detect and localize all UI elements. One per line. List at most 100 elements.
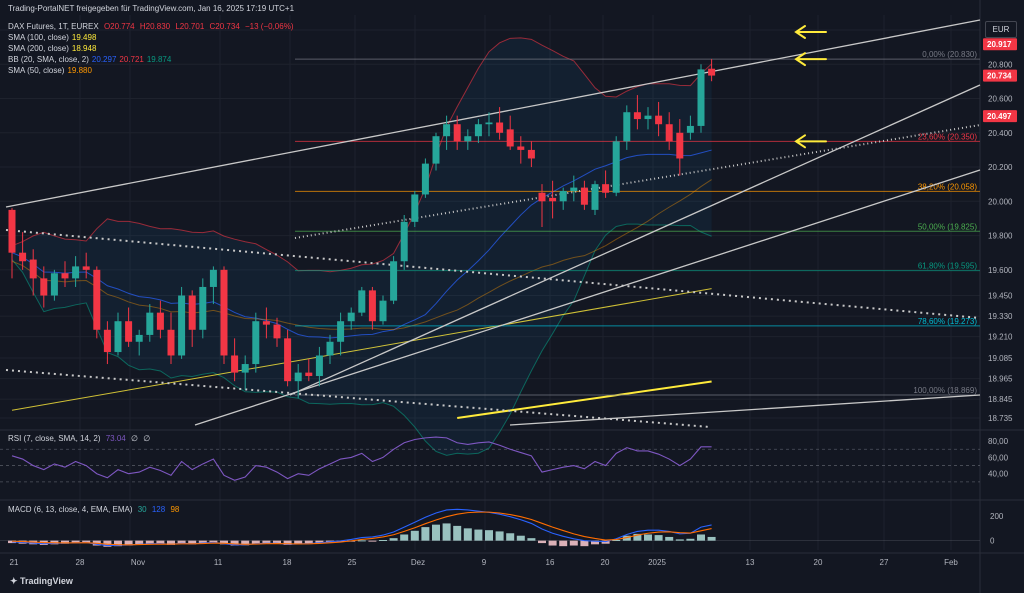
rsi-label[interactable]: RSI (7, close, SMA, 14, 2) [8,434,101,443]
candle-body [178,295,186,356]
indicator-label: SMA (50, close) [8,66,65,75]
candle-body [527,149,535,159]
macd-histogram-bar [61,540,69,544]
candle-body [708,68,716,76]
price-tick-label: 19.085 [988,354,1013,363]
macd-histogram-bar [569,540,578,546]
candle-body [665,124,673,142]
candle-body [411,194,419,222]
candle-body [496,122,504,133]
indicator-legend-row[interactable]: SMA (100, close) 19.498 [8,32,99,43]
candle-body [93,269,101,330]
macd-histogram-bar [283,540,292,545]
rsi-tick-label: 80,00 [988,437,1009,446]
macd-histogram-bar [686,538,695,541]
macd-histogram-bar [707,536,716,541]
price-tick-label: 20.800 [988,60,1013,69]
macd-histogram-bar [188,540,197,545]
macd-histogram-bar [220,540,228,545]
candle-body [655,115,663,125]
time-tick-label: 20 [601,558,610,567]
candle-body [61,273,69,279]
time-tick-label: Dez [411,558,425,567]
macd-histogram-bar [315,540,324,544]
indicator-value: 19.498 [71,33,97,42]
macd-histogram-bar [304,540,313,545]
candle-body [188,295,196,330]
currency-button[interactable]: EUR [985,21,1017,38]
candle-body [305,372,313,377]
indicator-value: 20.297 [91,55,117,64]
candle-body [633,112,641,120]
candle-body [421,163,429,195]
candle-body [135,334,143,342]
candle-body [570,187,578,192]
candle-body [241,364,249,373]
candle-body [326,341,334,356]
indicator-value: 18.948 [71,44,97,53]
price-label-badge [983,110,1017,123]
fib-level-label: 0,00% (20.830) [922,50,977,59]
indicator-legend-row[interactable]: SMA (200, close) 18.948 [8,43,99,54]
macd-histogram-bar [251,540,260,545]
rsi-tick-label: 60,00 [988,453,1009,462]
fib-level-label: 50,00% (19.825) [918,222,977,231]
macd-tick-label: 200 [990,512,1004,521]
candle-body [623,112,631,142]
bollinger-lower [11,223,712,456]
macd-histogram-bar [273,540,281,544]
price-tick-label: 19.330 [988,312,1013,321]
macd-line-value: 128 [151,505,166,514]
price-tick-label: 20.200 [988,163,1013,172]
macd-histogram-bar [198,540,207,544]
rsi-ma-value: ∅ [130,434,138,443]
indicator-legend-row[interactable]: BB (20, SMA, close, 2) 20.297 20.721 19.874 [8,54,174,65]
lower-channel-line [194,169,981,426]
candle-body [538,192,546,202]
bollinger-fill [12,37,712,456]
time-tick-label: 27 [880,558,889,567]
price-tick-label: 19.800 [988,232,1013,241]
macd-histogram-bar [135,540,144,545]
symbol-name[interactable]: DAX Futures, 1T, EUREX [8,22,99,31]
yellow-arrow-icon [794,52,827,67]
candle-body [284,338,292,382]
macd-hist-value: 30 [137,505,147,514]
candle-body [390,261,398,301]
macd-histogram-bar [241,540,250,546]
macd-histogram-bar [294,540,303,545]
candle-body [379,300,387,322]
candle-body [156,312,164,330]
ohlc-change: −13 (−0,06%) [245,22,294,31]
candle-body [580,187,588,205]
time-axis: 21 28 Nov 11 18 25 Dez 9 16 20 2025 13 20 27 Feb [10,558,959,567]
indicator-legend-row[interactable]: SMA (50, close) 19.880 [8,65,95,76]
candle-body [231,355,239,373]
macd-histogram-bar [262,540,271,544]
candle-body [506,129,514,147]
candle-body [72,266,80,279]
macd-histogram-bar [442,523,451,541]
candle-body [443,124,451,137]
bollinger-bands [11,37,712,456]
indicator-label: SMA (200, close) [8,44,69,53]
macd-histogram-bar [432,524,440,541]
yellow-arrow-icon [794,134,827,149]
macd-histogram-bar [675,539,684,541]
trend-lines[interactable] [5,19,981,428]
time-tick-label: Feb [944,558,958,567]
price-tick-label: 20.400 [988,129,1013,138]
macd-histogram-bar [71,540,80,544]
time-tick-label: 9 [482,558,487,567]
sma200-line [457,380,712,419]
price-tick-label: 18.965 [988,375,1013,384]
middle-trend-line [289,84,981,396]
macd-histogram-bar [453,525,462,541]
price-tick-label: 19.210 [988,333,1013,342]
rsi-pane: 80,00 60,00 40,00 [0,436,1009,483]
macd-histogram-bar [421,527,430,541]
candle-body [19,252,27,262]
time-tick-label: 21 [10,558,19,567]
macd-label[interactable]: MACD (6, 13, close, 4, EMA, EMA) [8,505,133,514]
